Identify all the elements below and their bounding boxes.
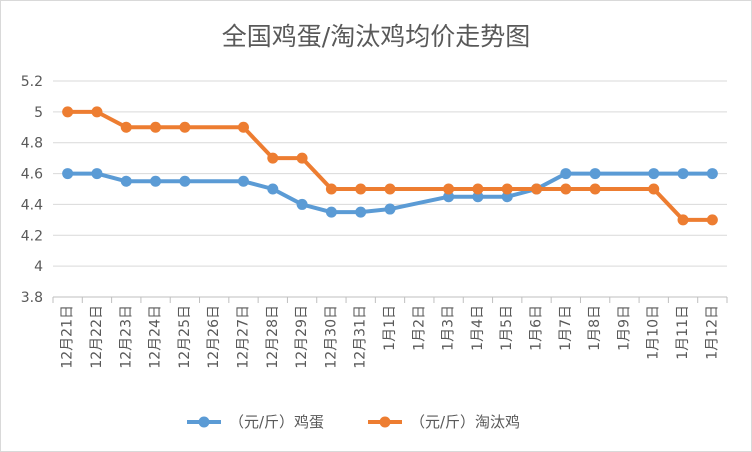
x-tick-label: 12月25日	[177, 305, 193, 369]
data-point	[150, 121, 162, 133]
x-tick-label: 1月8日	[587, 305, 603, 351]
y-tick-label: 4	[34, 259, 43, 275]
y-tick-label: 4.2	[21, 228, 43, 244]
data-point	[648, 168, 660, 180]
y-tick-label: 4.8	[21, 136, 43, 152]
data-point	[677, 168, 689, 180]
data-point	[267, 183, 279, 195]
x-tick-label: 1月4日	[470, 305, 486, 351]
x-tick-label: 12月26日	[206, 305, 222, 369]
data-point	[706, 214, 718, 226]
series-lines	[62, 106, 718, 226]
x-tick-label: 1月10日	[646, 305, 662, 360]
y-tick-label: 4.4	[21, 197, 43, 213]
x-tick-label: 1月1日	[382, 305, 398, 351]
chart-title: 全国鸡蛋/淘汰鸡均价走势图	[222, 22, 530, 51]
x-tick-label: 12月31日	[353, 305, 369, 369]
x-tick-label: 1月5日	[499, 305, 515, 351]
data-point	[531, 183, 543, 195]
data-point	[677, 214, 689, 226]
data-point	[237, 175, 249, 187]
data-point	[62, 106, 74, 118]
x-tick-label: 12月23日	[118, 305, 134, 369]
data-point	[384, 203, 396, 215]
data-point	[706, 168, 718, 180]
y-axis: 5.2 5 4.8 4.6 4.4 4.2 4 3.8	[21, 74, 43, 306]
data-point	[355, 206, 367, 218]
legend: （元/斤）鸡蛋 （元/斤）淘汰鸡	[187, 413, 520, 431]
data-point	[296, 152, 308, 164]
data-point	[179, 121, 191, 133]
x-tick-label: 1月6日	[529, 305, 545, 351]
x-axis: 12月21日 12月22日 12月23日 12月24日 12月25日 12月26日 12月2…	[52, 296, 728, 369]
data-point	[62, 168, 74, 180]
legend-label: （元/斤）淘汰鸡	[410, 413, 520, 431]
data-point	[472, 191, 484, 203]
data-point	[179, 175, 191, 187]
data-point	[325, 183, 337, 195]
data-point	[91, 106, 103, 118]
x-tick-label: 12月28日	[265, 305, 281, 369]
data-point	[443, 183, 455, 195]
data-point	[296, 198, 308, 210]
legend-marker	[379, 416, 391, 428]
data-point	[443, 191, 455, 203]
data-point	[589, 168, 601, 180]
x-tick-label: 1月2日	[411, 305, 427, 351]
x-tick-label: 12月30日	[323, 305, 339, 369]
y-tick-label: 4.6	[21, 167, 43, 183]
data-point	[237, 121, 249, 133]
data-point	[472, 183, 484, 195]
y-tick-label: 3.8	[21, 290, 43, 306]
x-tick-label: 12月21日	[60, 305, 76, 369]
x-tick-label: 1月12日	[704, 305, 720, 360]
data-point	[150, 175, 162, 187]
data-point	[355, 183, 367, 195]
x-tick-label: 1月7日	[558, 305, 574, 351]
data-point	[560, 183, 572, 195]
data-point	[120, 175, 132, 187]
x-tick-label: 1月9日	[616, 305, 632, 351]
y-tick-label: 5.2	[21, 74, 43, 90]
data-point	[120, 121, 132, 133]
data-point	[91, 168, 103, 180]
data-point	[267, 152, 279, 164]
legend-marker	[198, 416, 210, 428]
data-point	[325, 206, 337, 218]
data-point	[501, 191, 513, 203]
data-point	[501, 183, 513, 195]
x-tick-label: 12月24日	[148, 305, 164, 369]
data-point	[560, 168, 572, 180]
data-point	[384, 183, 396, 195]
legend-label: （元/斤）鸡蛋	[229, 413, 324, 431]
x-tick-label: 12月29日	[294, 305, 310, 369]
x-tick-label: 1月3日	[441, 305, 457, 351]
data-point	[589, 183, 601, 195]
data-point	[648, 183, 660, 195]
x-tick-label: 12月22日	[89, 305, 105, 369]
x-tick-label: 12月27日	[235, 305, 251, 369]
x-tick-label: 1月11日	[675, 305, 691, 360]
y-tick-label: 5	[34, 105, 43, 121]
